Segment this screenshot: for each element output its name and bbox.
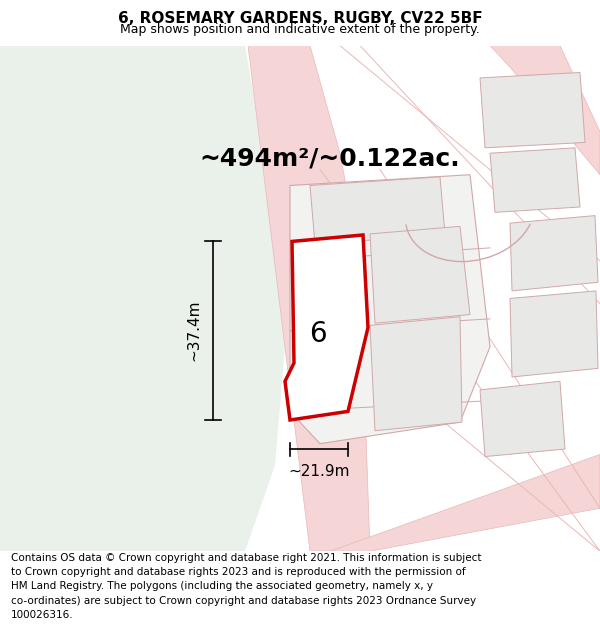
- Text: Contains OS data © Crown copyright and database right 2021. This information is : Contains OS data © Crown copyright and d…: [11, 554, 481, 564]
- Polygon shape: [310, 454, 600, 551]
- Polygon shape: [480, 381, 565, 457]
- Polygon shape: [480, 46, 600, 175]
- Text: ~37.4m: ~37.4m: [186, 300, 201, 361]
- Polygon shape: [370, 226, 470, 323]
- Polygon shape: [480, 72, 585, 148]
- Text: 6, ROSEMARY GARDENS, RUGBY, CV22 5BF: 6, ROSEMARY GARDENS, RUGBY, CV22 5BF: [118, 11, 482, 26]
- Text: Map shows position and indicative extent of the property.: Map shows position and indicative extent…: [120, 22, 480, 36]
- Polygon shape: [490, 148, 580, 213]
- Text: ~21.9m: ~21.9m: [288, 464, 350, 479]
- Polygon shape: [370, 317, 462, 431]
- Polygon shape: [0, 46, 285, 551]
- Polygon shape: [248, 46, 370, 551]
- Text: 6: 6: [309, 320, 327, 348]
- Polygon shape: [510, 216, 598, 291]
- Text: co-ordinates) are subject to Crown copyright and database rights 2023 Ordnance S: co-ordinates) are subject to Crown copyr…: [11, 596, 476, 606]
- Text: to Crown copyright and database rights 2023 and is reproduced with the permissio: to Crown copyright and database rights 2…: [11, 568, 466, 578]
- Polygon shape: [510, 291, 598, 377]
- Polygon shape: [285, 235, 368, 420]
- Text: HM Land Registry. The polygons (including the associated geometry, namely x, y: HM Land Registry. The polygons (includin…: [11, 581, 433, 591]
- Text: ~494m²/~0.122ac.: ~494m²/~0.122ac.: [200, 147, 460, 171]
- Polygon shape: [290, 175, 490, 444]
- Polygon shape: [310, 177, 445, 244]
- Text: 100026316.: 100026316.: [11, 609, 73, 619]
